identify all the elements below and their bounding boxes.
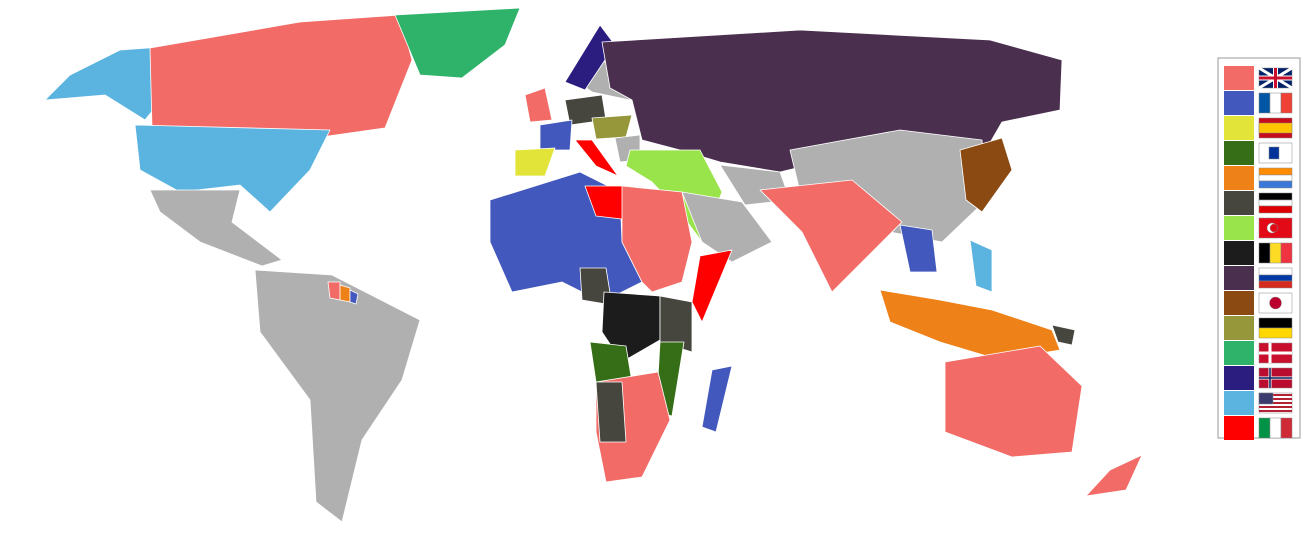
- legend-swatches: [1224, 66, 1254, 440]
- east-africa: [659, 295, 693, 353]
- australia: [944, 345, 1083, 458]
- central-america: [149, 189, 283, 267]
- angola: [589, 341, 633, 383]
- austria: [591, 114, 633, 140]
- map-layer: [44, 7, 1143, 523]
- arabia: [681, 191, 773, 263]
- legend-swatch: [1224, 291, 1254, 315]
- east-indies: [879, 289, 1061, 361]
- south-america: [254, 269, 421, 523]
- legend-swatch: [1224, 116, 1254, 140]
- japan-korea: [959, 137, 1013, 213]
- canada: [149, 14, 413, 141]
- legend-flags: [1258, 66, 1293, 439]
- legend-swatch: [1224, 391, 1254, 415]
- italy: [574, 139, 619, 177]
- indochina: [899, 224, 938, 273]
- legend-swatch: [1224, 216, 1254, 240]
- guiana: [327, 281, 341, 301]
- greenland: [394, 7, 521, 79]
- new-zealand: [1085, 454, 1143, 497]
- legend-swatch: [1224, 316, 1254, 340]
- new-guinea: [1051, 324, 1076, 346]
- somaliland: [691, 249, 733, 323]
- suriname: [339, 284, 351, 303]
- legend: [1217, 57, 1301, 440]
- legend-swatch: [1224, 341, 1254, 365]
- legend-swatch: [1224, 66, 1254, 90]
- britain: [524, 87, 553, 123]
- madagascar: [701, 365, 733, 433]
- philippines: [969, 239, 993, 293]
- legend-swatch: [1224, 416, 1254, 440]
- legend-swatch: [1224, 141, 1254, 165]
- legend-swatch: [1224, 191, 1254, 215]
- legend-swatch: [1224, 166, 1254, 190]
- france: [539, 119, 573, 151]
- legend-swatch: [1224, 266, 1254, 290]
- legend-swatch: [1224, 91, 1254, 115]
- congo: [601, 291, 661, 363]
- spain: [514, 147, 556, 177]
- legend-swatch: [1224, 241, 1254, 265]
- legend-swatch: [1224, 366, 1254, 390]
- india: [759, 179, 903, 293]
- french-guiana: [349, 289, 359, 305]
- namibia: [595, 381, 627, 443]
- egypt-sudan: [621, 185, 693, 293]
